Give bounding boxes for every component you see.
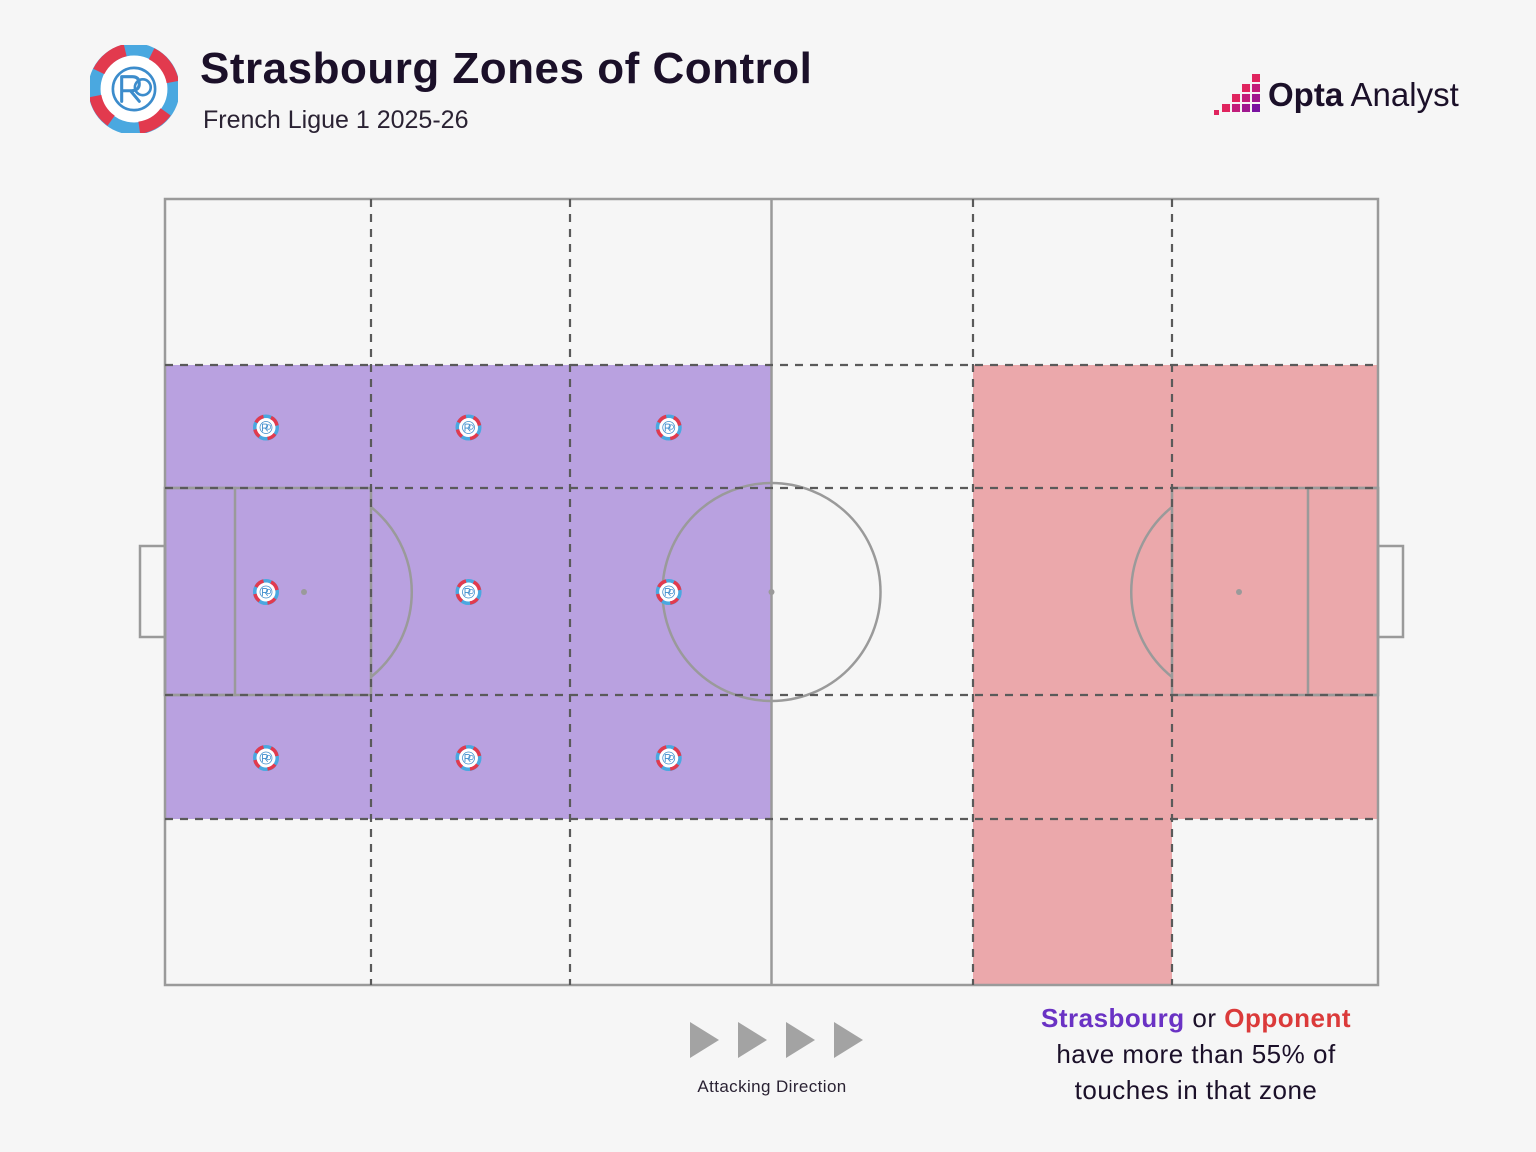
zone-opponent-r4-c4 xyxy=(973,819,1172,985)
legend-opponent: Opponent xyxy=(1224,1003,1352,1033)
zone-crest-icon xyxy=(454,743,483,773)
direction-arrow-icon xyxy=(690,1022,719,1058)
legend-line-1: Strasbourg or Opponent xyxy=(1040,1003,1352,1033)
zone-opponent-r3-c4 xyxy=(973,695,1172,819)
zone-crest-icon xyxy=(454,577,483,607)
left-goal xyxy=(138,544,167,639)
zone-opponent-r1-c5 xyxy=(1172,365,1378,488)
left-penalty-spot xyxy=(301,589,307,595)
legend: Strasbourg or Opponent have more than 55… xyxy=(1010,1000,1382,1108)
zone-crest-icon xyxy=(251,743,281,773)
right-penalty-spot xyxy=(1236,589,1242,595)
zone-crest-icon xyxy=(654,413,683,442)
zone-crest-icon xyxy=(654,743,683,773)
zone-crest-icon xyxy=(454,413,483,442)
opta-analyst-logo: Opta Analyst xyxy=(1212,70,1462,120)
opta-logo-icon xyxy=(1214,74,1260,115)
left-penalty-arc xyxy=(370,506,413,678)
attacking-direction-label: Attacking Direction xyxy=(697,1077,847,1096)
zone-opponent-r2-c5 xyxy=(1172,488,1378,695)
centre-spot xyxy=(768,589,775,595)
header: Strasbourg Zones of Control French Ligue… xyxy=(0,0,1536,160)
right-goal xyxy=(1376,544,1405,639)
zone-crest-icon xyxy=(251,577,281,607)
legend-line-2: have more than 55% of xyxy=(1056,1039,1336,1069)
zone-opponent-r2-c4 xyxy=(973,488,1172,695)
right-penalty-arc xyxy=(1130,506,1173,678)
legend-team: Strasbourg xyxy=(1040,1003,1185,1033)
attacking-direction-arrows xyxy=(690,1022,863,1058)
legend-line-3: touches in that zone xyxy=(1074,1075,1318,1105)
brand-name: Opta Analyst xyxy=(1268,76,1459,113)
zone-crest-icon xyxy=(654,577,683,607)
direction-arrow-icon xyxy=(834,1022,863,1058)
zone-crest-icon xyxy=(251,413,281,442)
page-subtitle: French Ligue 1 2025-26 xyxy=(203,106,469,134)
zone-opponent-r1-c4 xyxy=(973,365,1172,488)
page-title: Strasbourg Zones of Control xyxy=(200,44,813,93)
direction-arrow-icon xyxy=(738,1022,767,1058)
zone-opponent-r3-c5 xyxy=(1172,695,1378,819)
direction-arrow-icon xyxy=(786,1022,815,1058)
